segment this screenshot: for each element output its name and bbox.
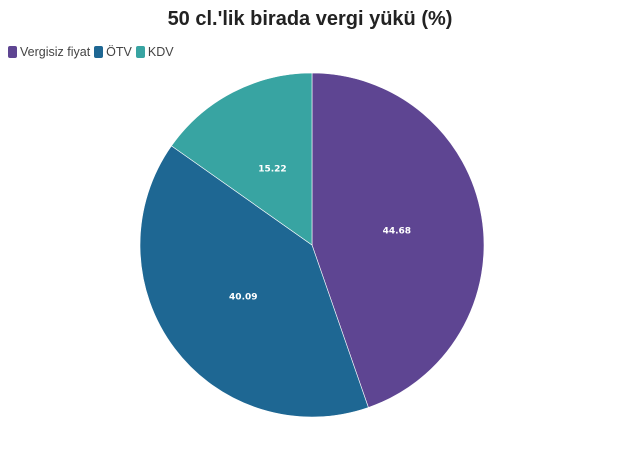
pie-slice-kdv[interactable] xyxy=(171,72,313,246)
data-label: 15.22 xyxy=(258,165,286,175)
legend-swatch xyxy=(135,46,145,58)
legend-label: KDV xyxy=(147,45,174,59)
chart-title: 50 cl.'lik birada vergi yükü (%) xyxy=(167,8,453,30)
legend-item-vergisiz-fiyat[interactable]: Vergisiz fiyat xyxy=(8,45,90,59)
legend-item-otv[interactable]: ÖTV xyxy=(94,45,132,59)
legend: Vergisiz fiyat ÖTV KDV xyxy=(8,45,178,59)
legend-swatch xyxy=(94,46,104,58)
legend-item-kdv[interactable]: KDV xyxy=(135,45,174,59)
pie-slice-vergisiz-fiyat[interactable] xyxy=(311,72,485,408)
pie-slice-ötv[interactable] xyxy=(139,145,369,418)
legend-label: ÖTV xyxy=(106,45,132,59)
data-label: 40.09 xyxy=(229,293,257,303)
legend-swatch xyxy=(8,46,17,58)
data-label: 44.68 xyxy=(383,227,411,237)
legend-label: Vergisiz fiyat xyxy=(20,45,91,59)
